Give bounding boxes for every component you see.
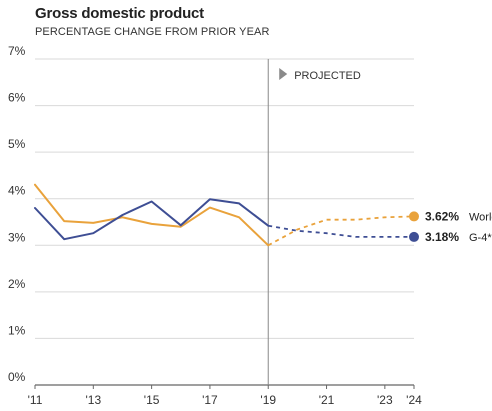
series-end-name: World (469, 211, 492, 223)
x-tick-label: '17 (202, 393, 218, 407)
x-tick-label: '19 (260, 393, 276, 407)
series-line-historical (34, 183, 270, 247)
series-end-value: 3.62% (425, 209, 459, 223)
y-tick-label: 2% (8, 277, 26, 291)
x-tick-label: '21 (319, 393, 335, 407)
series-line-projected (267, 215, 415, 247)
y-tick-label: 3% (8, 230, 26, 244)
series-end-name: G-4* (469, 232, 492, 244)
chart-title: Gross domestic product (35, 5, 204, 22)
y-tick-label: 0% (8, 370, 26, 384)
chart-subtitle: PERCENTAGE CHANGE FROM PRIOR YEAR (35, 26, 270, 38)
series-line-historical (34, 198, 270, 241)
x-tick-label: '23 (377, 393, 393, 407)
projection-label: PROJECTED (294, 70, 361, 82)
projection-arrow-icon (279, 68, 288, 80)
x-tick-label: '24 (406, 393, 422, 407)
series-end-marker (409, 211, 419, 222)
y-tick-label: 7% (8, 44, 26, 58)
y-tick-label: 1% (8, 323, 26, 337)
y-tick-label: 6% (8, 91, 26, 105)
series-end-value: 3.18% (425, 230, 459, 244)
series-line-projected (268, 224, 414, 238)
x-tick-label: '13 (85, 393, 101, 407)
y-tick-label: 5% (8, 137, 26, 151)
series-end-marker (409, 231, 419, 242)
x-tick-label: '15 (144, 393, 160, 407)
y-tick-label: 4% (8, 184, 26, 198)
x-tick-label: '11 (28, 393, 43, 407)
